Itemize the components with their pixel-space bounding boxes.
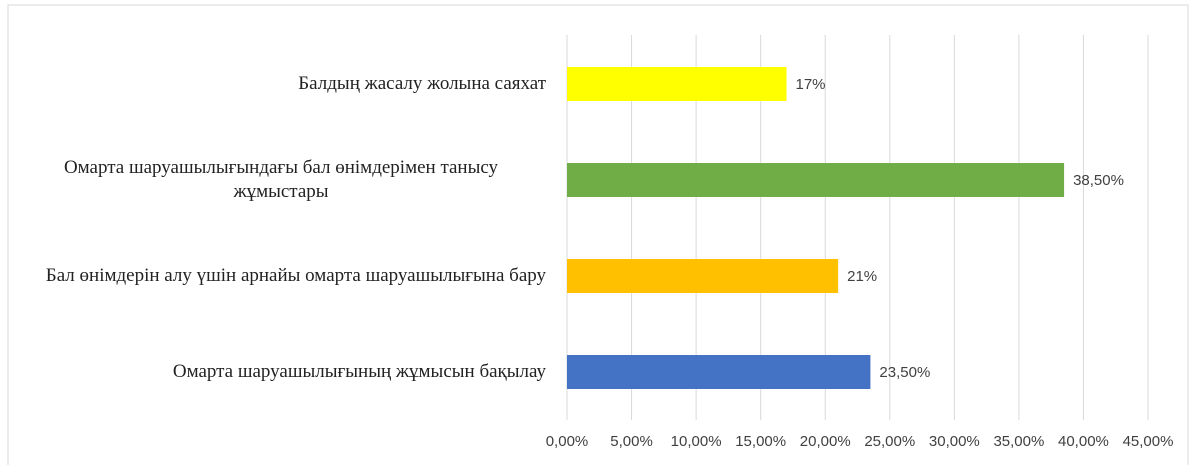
y-tick-label: Бал өнімдерін алу үшін арнайы омарта шар… xyxy=(45,265,546,286)
x-tick-label: 40,00% xyxy=(1058,433,1109,450)
y-tick-label: Балдың жасалу жолына саяхат xyxy=(298,73,546,94)
x-tick-label: 0,00% xyxy=(546,433,589,450)
chart-frame xyxy=(7,4,1189,465)
x-tick-label: 10,00% xyxy=(671,433,722,450)
y-tick-label: Омарта шаруашылығындағы бал өнімдерімен … xyxy=(63,157,499,202)
category-label-box: Омарта шаруашылығындағы бал өнімдерімен … xyxy=(16,140,546,220)
x-tick-label: 30,00% xyxy=(929,433,980,450)
x-tick-label: 5,00% xyxy=(610,433,653,450)
category-label-box: Балдың жасалу жолына саяхат xyxy=(16,44,546,124)
category-label-box: Бал өнімдерін алу үшін арнайы омарта шар… xyxy=(16,236,546,316)
x-tick-label: 25,00% xyxy=(864,433,915,450)
x-tick-label: 15,00% xyxy=(735,433,786,450)
x-tick-label: 35,00% xyxy=(993,433,1044,450)
bar xyxy=(567,355,871,389)
value-label: 38,50% xyxy=(1073,172,1124,189)
category-label-box: Омарта шаруашылығының жұмысын бақылау xyxy=(16,332,546,412)
value-label: 21% xyxy=(847,268,877,285)
bar xyxy=(567,67,787,101)
y-tick-label: Омарта шаруашылығының жұмысын бақылау xyxy=(172,361,546,382)
bar xyxy=(567,259,839,293)
bar xyxy=(567,163,1065,197)
value-label: 23,50% xyxy=(879,364,930,381)
x-tick-label: 45,00% xyxy=(1123,433,1174,450)
value-label: 17% xyxy=(795,76,825,93)
x-tick-label: 20,00% xyxy=(800,433,851,450)
